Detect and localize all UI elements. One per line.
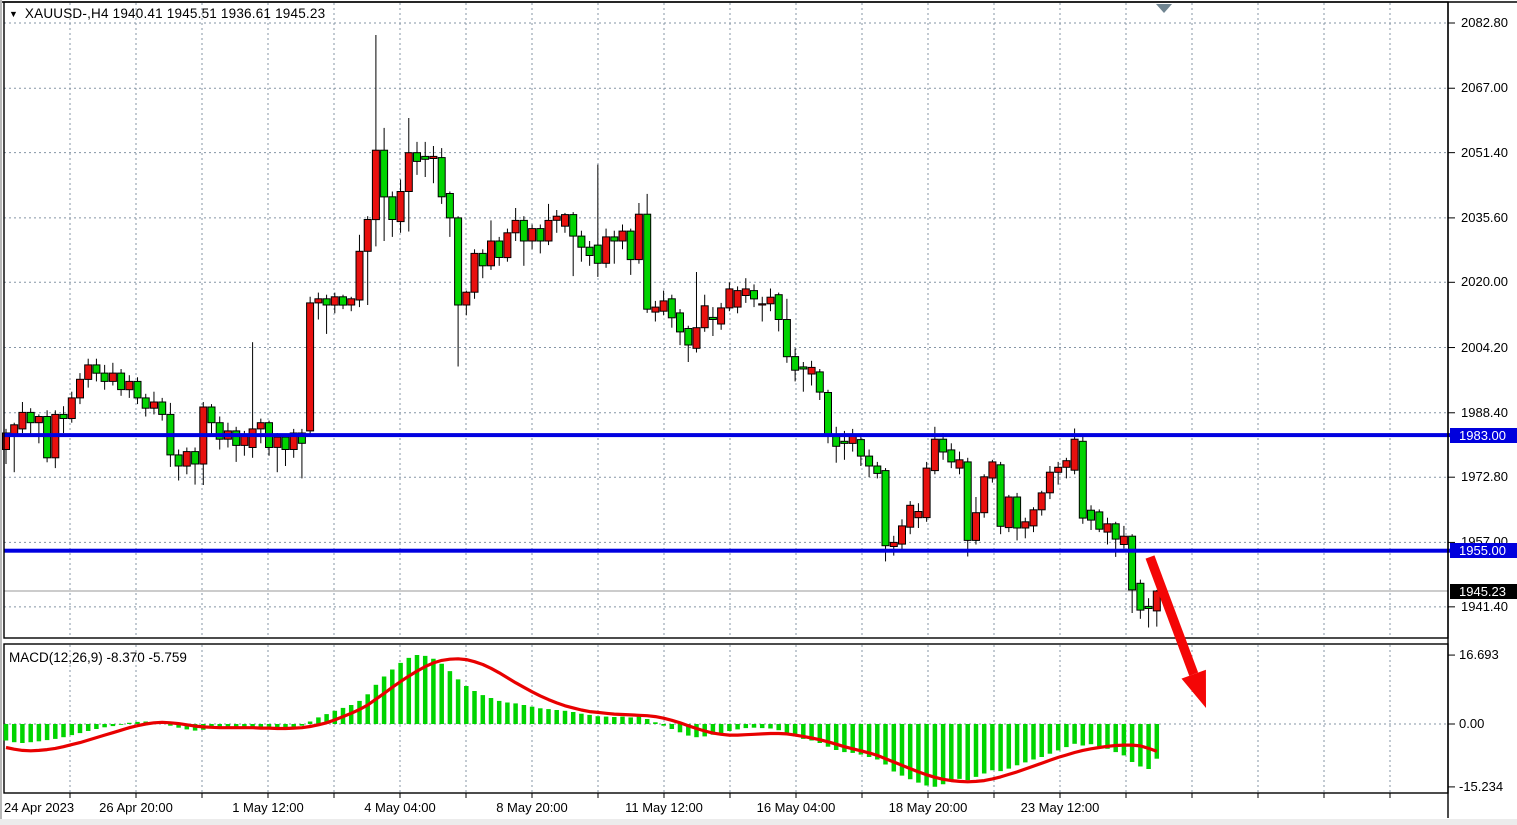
macd-histogram [3,655,1160,787]
chart-title-bar: ▼ XAUUSD-,H4 1940.41 1945.51 1936.61 194… [9,6,325,21]
down-trend-arrow[interactable] [1145,555,1206,708]
window-left-edge [0,0,2,825]
candlesticks[interactable] [2,35,1161,628]
horizontal-level-line-1983[interactable] [4,433,1452,438]
grid [4,3,1455,798]
chart-dropdown-icon[interactable]: ▼ [9,8,18,19]
horizontal-level-line-1955[interactable] [4,548,1452,553]
symbol-ohlc-readout: XAUUSD-,H4 1940.41 1945.51 1936.61 1945.… [24,6,326,21]
macd-indicator-label: MACD(12,26,9) -8.370 -5.759 [9,650,187,665]
level-price-tag-1955: 1955.00 [1450,543,1517,559]
macd-signal-line [5,657,1158,784]
current-price-tag: 1945.23 [1450,583,1517,599]
level-price-tag-1983: 1983.00 [1450,427,1517,443]
scroll-position-marker-icon[interactable] [1156,4,1172,13]
window-bottom-edge [0,819,1517,825]
